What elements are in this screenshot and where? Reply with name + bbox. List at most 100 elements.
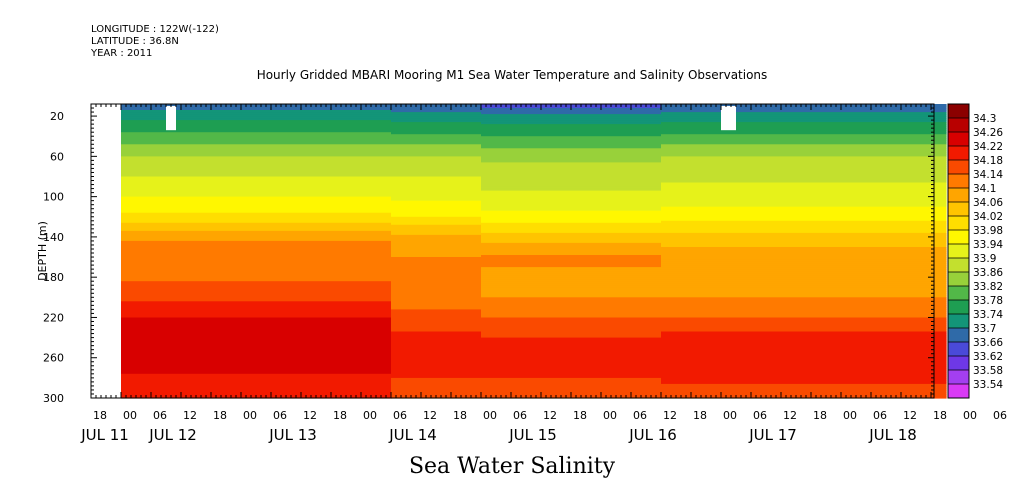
salinity-band-3 [661, 208, 947, 212]
axes: 20 60 100 140 180 220 260 300 DEPTH (m) 18 00 06 12 1… [36, 103, 1007, 444]
salinity-band-1 [391, 124, 482, 127]
salinity-band-2 [481, 257, 662, 260]
salinity-band-0 [121, 363, 392, 367]
salinity-band-3 [661, 184, 947, 188]
x-tick-label: 12 [663, 409, 677, 422]
salinity-band-3 [661, 253, 947, 256]
salinity-band-0 [121, 367, 392, 371]
salinity-band-2 [481, 172, 662, 176]
salinity-band-3 [661, 249, 947, 252]
salinity-band-2 [481, 371, 662, 375]
salinity-band-1 [391, 190, 482, 194]
salinity-band-3 [661, 257, 947, 260]
salinity-band-2 [481, 234, 662, 238]
salinity-band-1 [391, 321, 482, 325]
salinity-band-1 [391, 283, 482, 286]
salinity-band-0 [121, 166, 392, 169]
salinity-band-1 [391, 263, 482, 266]
salinity-band-0 [121, 184, 392, 188]
salinity-band-0 [121, 156, 392, 159]
salinity-band-1 [391, 212, 482, 216]
plot-area [121, 104, 947, 399]
salinity-band-2 [481, 216, 662, 220]
salinity-band-3 [661, 118, 947, 121]
salinity-band-2 [481, 158, 662, 161]
salinity-band-3 [661, 236, 947, 240]
colorbar-label: 34.26 [973, 127, 1003, 139]
salinity-band-0 [121, 216, 392, 220]
salinity-band-2 [481, 265, 662, 268]
salinity-band-0 [121, 144, 392, 147]
salinity-band-3 [661, 295, 947, 298]
salinity-band-3 [661, 186, 947, 190]
salinity-band-3 [661, 311, 947, 314]
salinity-band-2 [481, 341, 662, 345]
salinity-band-2 [481, 333, 662, 337]
salinity-band-0 [121, 375, 392, 379]
salinity-band-3 [661, 176, 947, 180]
x-tick-label: 00 [483, 409, 497, 422]
salinity-band-2 [481, 184, 662, 188]
salinity-band-0 [121, 365, 392, 369]
salinity-band-3 [661, 232, 947, 236]
salinity-band-0 [121, 293, 392, 296]
salinity-band-2 [481, 126, 662, 129]
salinity-band-0 [121, 176, 392, 180]
salinity-band-0 [121, 192, 392, 196]
salinity-band-3 [661, 279, 947, 282]
colorbar-swatch [948, 146, 969, 161]
salinity-band-3 [661, 112, 947, 115]
salinity-band-2 [481, 355, 662, 359]
salinity-band-3 [661, 353, 947, 357]
salinity-band-3 [661, 265, 947, 268]
salinity-band-3 [661, 289, 947, 292]
x-tick-label: 00 [843, 409, 857, 422]
salinity-band-0 [121, 108, 392, 111]
salinity-band-0 [121, 273, 392, 276]
salinity-band-2 [481, 381, 662, 385]
salinity-band-3 [661, 164, 947, 167]
salinity-band-1 [391, 315, 482, 318]
salinity-band-0 [121, 357, 392, 361]
colorbar-label: 33.74 [973, 309, 1003, 321]
salinity-band-2 [481, 297, 662, 300]
salinity-band-0 [121, 110, 392, 113]
salinity-band-2 [481, 168, 662, 171]
salinity-band-3 [661, 283, 947, 286]
salinity-band-2 [481, 353, 662, 357]
salinity-band-0 [121, 343, 392, 347]
salinity-band-3 [661, 359, 947, 363]
salinity-band-3 [661, 216, 947, 220]
salinity-band-1 [391, 319, 482, 323]
salinity-band-3 [661, 190, 947, 194]
colorbar-swatch [948, 370, 969, 385]
salinity-band-1 [391, 355, 482, 359]
salinity-band-2 [481, 174, 662, 178]
salinity-band-1 [391, 216, 482, 220]
y-tick-label: 60 [50, 150, 64, 163]
colorbar-label: 34.02 [973, 211, 1003, 223]
salinity-band-3 [661, 303, 947, 306]
salinity-band-3 [661, 375, 947, 379]
salinity-band-3 [661, 271, 947, 274]
salinity-band-0 [121, 230, 392, 234]
salinity-band-1 [391, 365, 482, 369]
salinity-band-1 [391, 130, 482, 133]
salinity-band-3 [661, 154, 947, 157]
salinity-band-0 [121, 281, 392, 284]
salinity-band-2 [481, 112, 662, 115]
salinity-band-1 [391, 184, 482, 188]
salinity-band-1 [391, 200, 482, 204]
x-day-label: JUL 16 [628, 426, 677, 444]
y-tick-label: 100 [43, 191, 64, 204]
salinity-band-3 [661, 140, 947, 143]
salinity-band-0 [121, 212, 392, 216]
salinity-band-3 [661, 170, 947, 174]
x-tick-label: 06 [153, 409, 167, 422]
salinity-band-0 [121, 204, 392, 208]
salinity-band-3 [661, 110, 947, 113]
salinity-band-2 [481, 196, 662, 200]
salinity-band-1 [391, 166, 482, 169]
salinity-band-3 [661, 196, 947, 200]
salinity-band-1 [391, 118, 482, 121]
